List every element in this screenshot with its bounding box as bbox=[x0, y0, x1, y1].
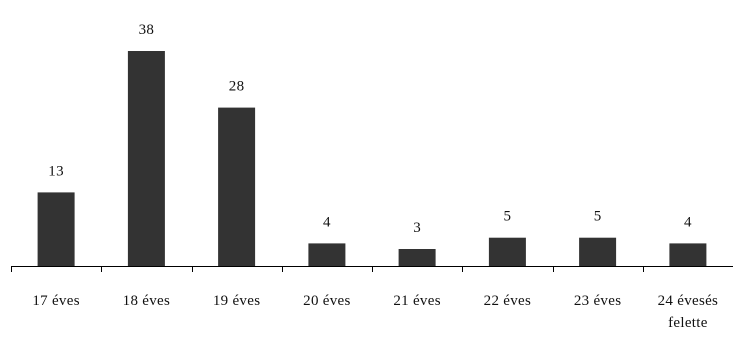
data-labels-layer: 13 38 28 4 3 5 5 4 bbox=[48, 22, 692, 236]
x-tick-label-2: 18 éves bbox=[123, 293, 171, 309]
data-label-2: 38 bbox=[139, 22, 155, 38]
x-axis-tick-labels: 17 éves 18 éves 19 éves 20 éves 21 éves 22 év… bbox=[32, 293, 718, 331]
bar-7 bbox=[579, 237, 617, 266]
bar-1 bbox=[37, 192, 75, 266]
x-axis-ticks bbox=[11, 266, 644, 272]
x-tick-label-3: 19 éves bbox=[213, 293, 261, 309]
bar-6 bbox=[488, 237, 526, 266]
x-tick-label-6: 22 éves bbox=[484, 293, 532, 309]
x-tick-label-8: 24 évesés felette bbox=[658, 293, 719, 331]
data-label-5: 3 bbox=[413, 220, 421, 236]
data-label-4: 4 bbox=[323, 214, 331, 230]
x-tick-label-7: 23 éves bbox=[574, 293, 622, 309]
x-tick-label-1: 17 éves bbox=[32, 293, 80, 309]
bar-4 bbox=[308, 243, 346, 266]
data-label-8: 4 bbox=[684, 214, 692, 230]
bar-8 bbox=[669, 243, 707, 266]
bar-2 bbox=[127, 51, 165, 266]
bar-5 bbox=[398, 249, 436, 266]
x-tick-label-4: 20 éves bbox=[303, 293, 351, 309]
data-label-1: 13 bbox=[48, 163, 64, 179]
data-label-6: 5 bbox=[503, 209, 511, 225]
data-label-3: 28 bbox=[229, 79, 245, 95]
data-label-7: 5 bbox=[594, 209, 602, 225]
bars-layer bbox=[37, 51, 707, 266]
bar-3 bbox=[218, 107, 256, 266]
x-tick-label-5: 21 éves bbox=[393, 293, 441, 309]
